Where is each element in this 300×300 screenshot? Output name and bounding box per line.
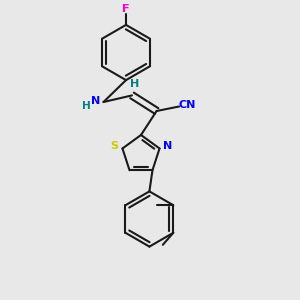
Text: N: N	[92, 95, 100, 106]
Text: F: F	[122, 4, 130, 14]
Text: CN: CN	[179, 100, 196, 110]
Text: N: N	[163, 141, 172, 151]
Text: S: S	[110, 141, 118, 151]
Text: H: H	[82, 100, 91, 111]
Text: H: H	[130, 79, 139, 89]
